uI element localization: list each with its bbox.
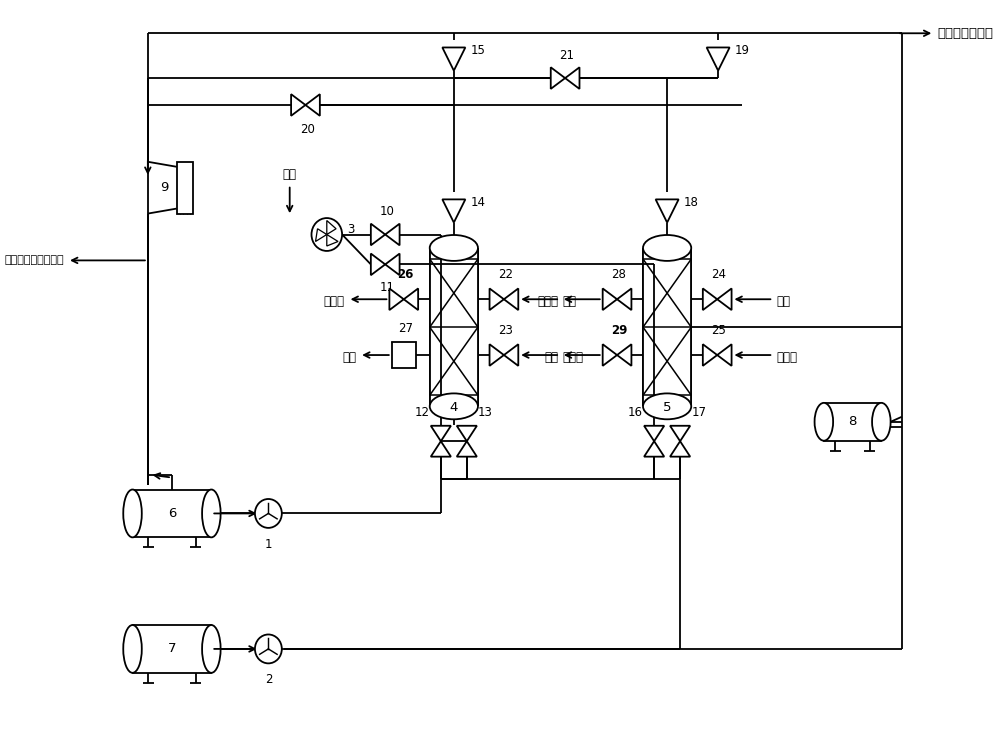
Circle shape [255,499,282,528]
Text: 28: 28 [611,269,626,281]
Ellipse shape [202,625,221,673]
Text: 7: 7 [168,643,176,655]
Text: 5: 5 [663,401,671,414]
Text: 循环水: 循环水 [324,295,345,307]
Text: 废气去尾气处理系统: 废气去尾气处理系统 [5,255,64,266]
Polygon shape [703,344,717,366]
Ellipse shape [123,625,142,673]
Text: 10: 10 [380,204,395,217]
Polygon shape [490,344,504,366]
Polygon shape [431,426,451,441]
Bar [824,403,881,441]
Polygon shape [551,67,565,89]
Polygon shape [431,441,451,457]
Text: 11: 11 [380,281,395,294]
Polygon shape [656,199,679,223]
Ellipse shape [643,235,691,261]
Bar [133,490,211,537]
Polygon shape [371,253,385,275]
Text: 9: 9 [160,182,168,194]
Text: 29: 29 [611,324,627,337]
Polygon shape [644,441,664,457]
Text: 21: 21 [559,49,574,62]
Text: 去甲苯氯化系统: 去甲苯氯化系统 [937,27,993,40]
Polygon shape [404,288,418,310]
Bar [643,248,691,406]
Text: 蒸汽: 蒸汽 [544,351,558,364]
Text: 4: 4 [450,401,458,414]
Text: 13: 13 [478,406,493,419]
Text: 16: 16 [628,406,643,419]
Ellipse shape [815,403,833,441]
Text: 蒸汽: 蒸汽 [563,295,577,307]
Bar [430,248,478,406]
Polygon shape [617,344,631,366]
Text: 22: 22 [498,269,513,281]
Text: 氮气: 氮气 [283,168,297,181]
Ellipse shape [872,403,891,441]
Ellipse shape [643,393,691,419]
Text: 12: 12 [415,406,430,419]
Polygon shape [703,288,717,310]
Text: 循环水: 循环水 [563,351,584,364]
Text: 27: 27 [398,322,413,335]
Text: 3: 3 [347,223,355,236]
Polygon shape [603,344,617,366]
Ellipse shape [430,393,478,419]
Polygon shape [385,224,400,245]
Text: 2: 2 [265,673,272,687]
Text: 23: 23 [498,324,513,337]
Polygon shape [565,67,579,89]
Polygon shape [305,94,320,116]
Text: 14: 14 [471,195,486,209]
Text: 25: 25 [712,324,726,337]
Polygon shape [603,288,617,310]
Polygon shape [707,48,730,70]
Polygon shape [291,94,305,116]
Polygon shape [504,288,518,310]
Text: 18: 18 [684,195,699,209]
Circle shape [255,635,282,663]
Polygon shape [442,199,465,223]
Text: 20: 20 [300,123,315,136]
Polygon shape [389,288,404,310]
Ellipse shape [202,490,221,537]
Text: 15: 15 [471,44,485,56]
Text: 1: 1 [265,538,272,551]
Polygon shape [717,344,732,366]
Polygon shape [670,426,690,441]
Bar [133,625,211,673]
Text: 蒸汽: 蒸汽 [342,351,356,364]
Ellipse shape [430,235,478,261]
Bar [177,162,193,214]
Text: 8: 8 [848,415,857,428]
Text: 循环水: 循环水 [537,295,558,307]
Ellipse shape [123,490,142,537]
Polygon shape [457,426,477,441]
Polygon shape [327,220,336,234]
Text: 6: 6 [168,507,176,520]
Text: 24: 24 [712,269,727,281]
Polygon shape [442,48,465,70]
Circle shape [311,218,342,251]
Polygon shape [717,288,732,310]
Polygon shape [617,288,631,310]
Text: 26: 26 [397,269,414,281]
Polygon shape [316,228,327,242]
Polygon shape [490,288,504,310]
Polygon shape [457,441,477,457]
Polygon shape [327,234,338,246]
Text: 17: 17 [691,406,706,419]
Bar [392,342,416,368]
Polygon shape [371,224,385,245]
Text: 蒸汽: 蒸汽 [776,295,790,307]
Polygon shape [504,344,518,366]
Polygon shape [385,253,400,275]
Polygon shape [644,426,664,441]
Text: 19: 19 [735,44,750,56]
Polygon shape [670,441,690,457]
Text: 循环水: 循环水 [776,351,797,364]
